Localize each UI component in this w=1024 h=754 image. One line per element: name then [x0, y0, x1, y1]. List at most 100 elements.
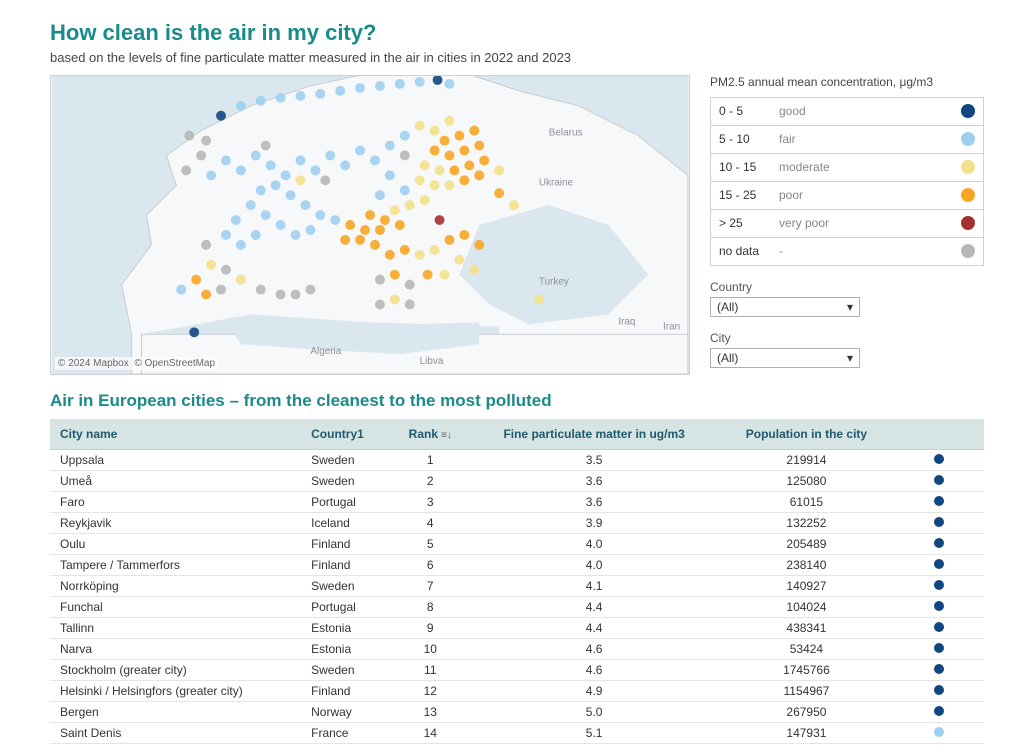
- map-city-dot[interactable]: [375, 81, 385, 91]
- map-city-dot[interactable]: [266, 160, 276, 170]
- table-row[interactable]: BergenNorway135.0267950: [50, 702, 984, 723]
- map-city-dot[interactable]: [380, 215, 390, 225]
- map-city-dot[interactable]: [231, 215, 241, 225]
- map-city-dot[interactable]: [420, 160, 430, 170]
- map-city-dot[interactable]: [479, 155, 489, 165]
- map-city-dot[interactable]: [296, 155, 306, 165]
- legend-row[interactable]: 0 - 5good: [711, 98, 983, 126]
- table-row[interactable]: NorrköpingSweden74.1140927: [50, 576, 984, 597]
- map-city-dot[interactable]: [420, 195, 430, 205]
- table-row[interactable]: NarvaEstonia104.653424: [50, 639, 984, 660]
- col-pop[interactable]: Population in the city: [719, 419, 894, 450]
- col-city[interactable]: City name: [50, 419, 301, 450]
- map-city-dot[interactable]: [415, 77, 425, 87]
- map-city-dot[interactable]: [221, 265, 231, 275]
- map-city-dot[interactable]: [261, 210, 271, 220]
- col-pm[interactable]: Fine particulate matter in ug/m3: [469, 419, 718, 450]
- table-row[interactable]: OuluFinland54.0205489: [50, 534, 984, 555]
- table-row[interactable]: Helsinki / Helsingfors (greater city)Fin…: [50, 681, 984, 702]
- map-city-dot[interactable]: [236, 165, 246, 175]
- map-city-dot[interactable]: [395, 220, 405, 230]
- map-city-dot[interactable]: [415, 250, 425, 260]
- map-city-dot[interactable]: [191, 275, 201, 285]
- map-city-dot[interactable]: [291, 290, 301, 300]
- map-city-dot[interactable]: [400, 185, 410, 195]
- map-city-dot[interactable]: [206, 170, 216, 180]
- map-city-dot[interactable]: [305, 225, 315, 235]
- map-city-dot[interactable]: [286, 190, 296, 200]
- map-city-dot[interactable]: [370, 155, 380, 165]
- map-city-dot[interactable]: [176, 285, 186, 295]
- map-city-dot[interactable]: [300, 200, 310, 210]
- map-city-dot[interactable]: [370, 240, 380, 250]
- map-city-dot[interactable]: [201, 290, 211, 300]
- map-city-dot[interactable]: [400, 151, 410, 161]
- map-city-dot[interactable]: [474, 240, 484, 250]
- map-city-dot[interactable]: [345, 220, 355, 230]
- map-city-dot[interactable]: [296, 175, 306, 185]
- map-city-dot[interactable]: [236, 275, 246, 285]
- map-city-dot[interactable]: [375, 190, 385, 200]
- map-city-dot[interactable]: [459, 230, 469, 240]
- map-city-dot[interactable]: [415, 175, 425, 185]
- map-city-dot[interactable]: [305, 285, 315, 295]
- map-city-dot[interactable]: [216, 285, 226, 295]
- map-city-dot[interactable]: [449, 165, 459, 175]
- map-city-dot[interactable]: [400, 131, 410, 141]
- map-city-dot[interactable]: [365, 210, 375, 220]
- map-city-dot[interactable]: [340, 235, 350, 245]
- map-city-dot[interactable]: [430, 126, 440, 136]
- map-city-dot[interactable]: [474, 141, 484, 151]
- map-city-dot[interactable]: [221, 155, 231, 165]
- map-city-dot[interactable]: [415, 121, 425, 131]
- map-city-dot[interactable]: [355, 146, 365, 156]
- map-city-dot[interactable]: [440, 270, 450, 280]
- map-city-dot[interactable]: [390, 270, 400, 280]
- map-city-dot[interactable]: [534, 295, 544, 305]
- map-city-dot[interactable]: [464, 160, 474, 170]
- map-city-dot[interactable]: [325, 151, 335, 161]
- map-city-dot[interactable]: [236, 240, 246, 250]
- map-city-dot[interactable]: [454, 131, 464, 141]
- map-city-dot[interactable]: [335, 86, 345, 96]
- map-city-dot[interactable]: [445, 180, 455, 190]
- map-city-dot[interactable]: [469, 265, 479, 275]
- map-city-dot[interactable]: [445, 116, 455, 126]
- map-city-dot[interactable]: [251, 151, 261, 161]
- col-rank[interactable]: Rank≡↓: [391, 419, 469, 450]
- map-city-dot[interactable]: [256, 285, 266, 295]
- map-city-dot[interactable]: [201, 240, 211, 250]
- map-city-dot[interactable]: [430, 180, 440, 190]
- map-city-dot[interactable]: [494, 188, 504, 198]
- map-city-dot[interactable]: [405, 280, 415, 290]
- table-row[interactable]: UppsalaSweden13.5219914: [50, 450, 984, 471]
- map-city-dot[interactable]: [400, 245, 410, 255]
- map-city-dot[interactable]: [445, 79, 455, 89]
- table-row[interactable]: FunchalPortugal84.4104024: [50, 597, 984, 618]
- map-city-dot[interactable]: [375, 300, 385, 310]
- map-city-dot[interactable]: [435, 215, 445, 225]
- map-city-dot[interactable]: [310, 165, 320, 175]
- map-city-dot[interactable]: [291, 230, 301, 240]
- map-city-dot[interactable]: [184, 131, 194, 141]
- map-city-dot[interactable]: [440, 136, 450, 146]
- map-city-dot[interactable]: [385, 170, 395, 180]
- map-city-dot[interactable]: [423, 270, 433, 280]
- map-city-dot[interactable]: [469, 126, 479, 136]
- map-city-dot[interactable]: [276, 290, 286, 300]
- map-city-dot[interactable]: [256, 96, 266, 106]
- map-city-dot[interactable]: [340, 160, 350, 170]
- map-city-dot[interactable]: [405, 200, 415, 210]
- map-city-dot[interactable]: [181, 165, 191, 175]
- legend-row[interactable]: 10 - 15moderate: [711, 154, 983, 182]
- map-city-dot[interactable]: [395, 79, 405, 89]
- map-city-dot[interactable]: [494, 165, 504, 175]
- map-city-dot[interactable]: [445, 235, 455, 245]
- map-city-dot[interactable]: [435, 165, 445, 175]
- map-city-dot[interactable]: [236, 101, 246, 111]
- legend-row[interactable]: 15 - 25poor: [711, 182, 983, 210]
- map-city-dot[interactable]: [355, 83, 365, 93]
- legend-row[interactable]: no data-: [711, 238, 983, 266]
- table-row[interactable]: Saint DenisFrance145.1147931: [50, 723, 984, 744]
- map-city-dot[interactable]: [445, 151, 455, 161]
